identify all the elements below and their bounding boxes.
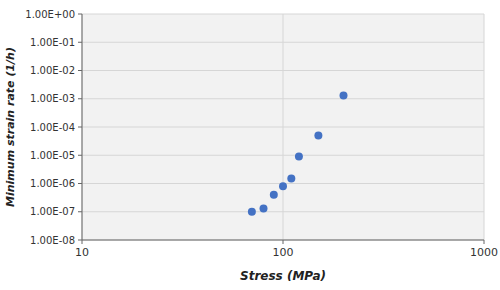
y-tick-label: 1.00E-06 xyxy=(30,178,75,189)
y-tick xyxy=(78,155,82,156)
plot-background xyxy=(82,14,484,240)
x-axis-line xyxy=(82,240,484,241)
point xyxy=(287,175,295,183)
y-tick-label: 1.00E-05 xyxy=(30,150,75,161)
point xyxy=(270,191,278,199)
y-axis-label: Minimum strain rate (1/h) xyxy=(4,47,17,207)
x-tick xyxy=(283,240,284,244)
y-tick xyxy=(78,42,82,43)
y-tick xyxy=(78,70,82,71)
y-tick xyxy=(78,183,82,184)
y-grid-line xyxy=(82,70,484,71)
points xyxy=(248,92,348,216)
x-tick-label: 100 xyxy=(273,246,294,259)
x-tick-label: 10 xyxy=(75,246,89,259)
chart-container: 10 100 1000 1.00E-08 1.00E-07 1.00E-06 1.00E-0… xyxy=(0,0,500,290)
x-axis-label: Stress (MPa) xyxy=(240,269,326,283)
y-tick-label: 1.00E-03 xyxy=(30,93,75,104)
y-tick-label: 1.00E+00 xyxy=(25,9,75,20)
x-tick xyxy=(82,240,83,244)
y-grid-line xyxy=(82,240,484,241)
y-tick-label: 1.00E-04 xyxy=(30,122,75,133)
y-tick-label: 1.00E-02 xyxy=(30,65,75,76)
y-grid-line xyxy=(82,211,484,212)
point xyxy=(340,92,348,100)
y-grid-line xyxy=(82,155,484,156)
y-tick xyxy=(78,98,82,99)
point xyxy=(314,132,322,140)
y-tick-label: 1.00E-08 xyxy=(30,235,75,246)
y-tick xyxy=(78,211,82,212)
y-tick xyxy=(78,14,82,15)
x-tick-label: 1000 xyxy=(470,246,498,259)
y-axis-line xyxy=(82,14,83,240)
x-tick xyxy=(484,240,485,244)
y-grid-line xyxy=(82,127,484,128)
point xyxy=(279,182,287,190)
grid xyxy=(82,14,484,240)
x-grid-line xyxy=(82,14,83,240)
y-tick-label: 1.00E-01 xyxy=(30,37,75,48)
y-grid-line xyxy=(82,14,484,15)
y-grid-line xyxy=(82,98,484,99)
y-tick xyxy=(78,127,82,128)
point xyxy=(248,208,256,216)
axes: 10 100 1000 1.00E-08 1.00E-07 1.00E-06 1.00E-0… xyxy=(25,9,498,260)
point xyxy=(260,205,268,213)
y-tick xyxy=(78,240,82,241)
y-tick-label: 1.00E-07 xyxy=(30,206,75,217)
chart: 10 100 1000 1.00E-08 1.00E-07 1.00E-06 1.00E-0… xyxy=(0,0,500,290)
point xyxy=(295,153,303,161)
y-grid-line xyxy=(82,42,484,43)
